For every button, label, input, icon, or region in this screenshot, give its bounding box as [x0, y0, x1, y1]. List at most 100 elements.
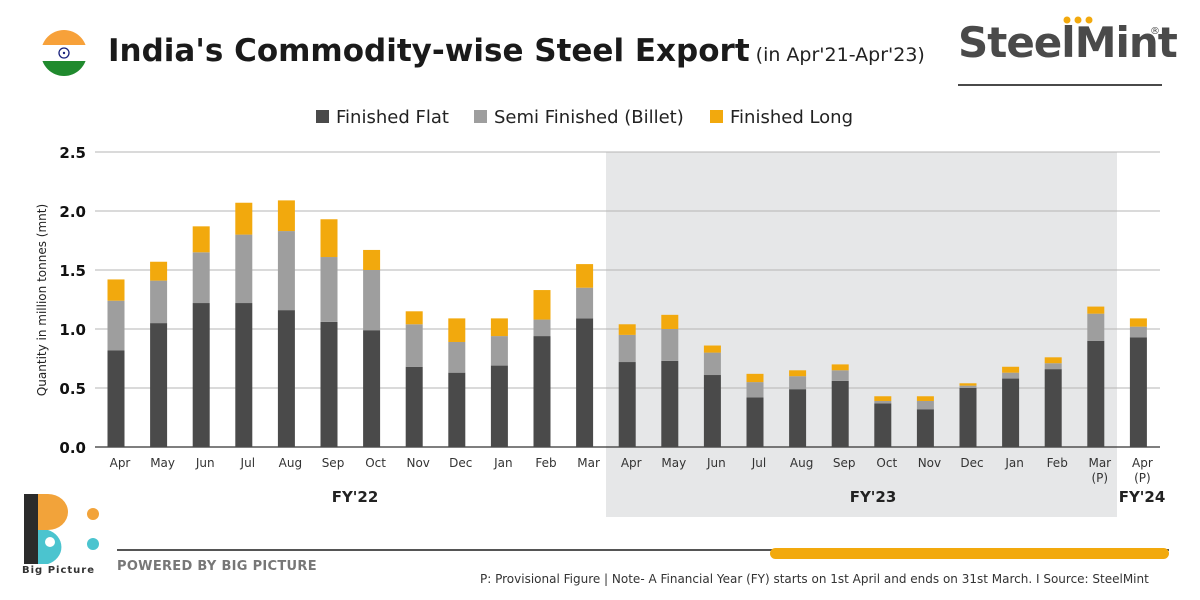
bar-segment — [576, 264, 594, 288]
x-tick-label: Apr — [110, 456, 131, 470]
x-tick-label: May — [150, 456, 175, 470]
y-tick-label: 2.5 — [59, 144, 86, 162]
bar-segment — [1129, 318, 1147, 327]
bar-segment — [618, 362, 636, 447]
x-tick-label: Oct — [876, 456, 897, 470]
bar-segment — [703, 375, 721, 447]
x-axis-ticks: Apr May Jun Jul Aug Sep Oct Nov Dec Jan Feb Mar Apr M… — [110, 456, 1153, 485]
bar-segment — [959, 388, 977, 447]
bar-segment — [277, 310, 295, 447]
legend-label: Finished Long — [730, 107, 853, 128]
x-tick-label: Aug — [279, 456, 302, 470]
bar-segment — [576, 318, 594, 447]
legend-swatch — [316, 110, 329, 123]
bar-segment — [1087, 313, 1105, 341]
big-picture-logo-icon — [24, 494, 99, 564]
brand-logo-dots-icon — [1063, 16, 1093, 24]
fiscal-year-label: FY'24 — [1119, 488, 1166, 506]
x-tick-label: May — [661, 456, 686, 470]
x-tick-label: Dec — [960, 456, 983, 470]
bar-segment — [533, 336, 551, 447]
bar-segment — [150, 280, 168, 324]
bar-segment — [916, 396, 934, 401]
bar-segment — [618, 324, 636, 335]
y-axis-ticks: 0.0 0.5 1.0 1.5 2.0 2.5 — [59, 144, 86, 457]
bar-segment — [661, 329, 679, 361]
india-flag-icon — [41, 30, 87, 76]
x-tick-label: Mar — [577, 456, 600, 470]
bar-segment — [1044, 369, 1062, 447]
bar-segment — [874, 396, 892, 401]
bar-segment — [746, 382, 764, 398]
bar-segment — [746, 397, 764, 447]
bar-segment — [235, 303, 253, 447]
x-tick-label: Jul — [751, 456, 766, 470]
x-tick-label: Jan — [1004, 456, 1024, 470]
x-tick-label: Jan — [493, 456, 513, 470]
big-picture-logo-text: Big Picture — [22, 565, 95, 576]
y-axis-label: Quantity in million tonnes (mnt) — [35, 204, 49, 396]
x-tick-label: Sep — [833, 456, 856, 470]
y-tick-label: 1.0 — [59, 321, 86, 339]
bar-segment — [277, 200, 295, 232]
x-tick-label: Feb — [1047, 456, 1068, 470]
bar-segment — [1087, 306, 1105, 314]
x-tick-label: Aug — [790, 456, 813, 470]
bar-segment — [235, 234, 253, 304]
x-tick-label: Apr (P) — [1132, 456, 1153, 485]
x-tick-label: Oct — [365, 456, 386, 470]
header: India's Commodity-wise Steel Export (in A… — [0, 0, 1200, 90]
bar-segment — [831, 380, 849, 447]
x-tick-label: Sep — [322, 456, 345, 470]
x-tick-label: Nov — [918, 456, 941, 470]
bar-segment — [831, 364, 849, 371]
bar-segment — [789, 376, 807, 390]
bar-segment — [703, 352, 721, 376]
bar-segment — [746, 373, 764, 383]
x-tick-label: Jun — [195, 456, 215, 470]
bar-segment — [107, 279, 125, 301]
bar-segment — [320, 321, 338, 447]
bar-segment — [831, 370, 849, 381]
bar-segment — [150, 261, 168, 281]
bar-segment — [618, 334, 636, 363]
bar-segment — [363, 270, 381, 331]
x-tick-label: Dec — [449, 456, 472, 470]
bar-segment — [1129, 326, 1147, 338]
fiscal-year-label: FY'22 — [332, 488, 379, 506]
x-tick-label: Nov — [406, 456, 429, 470]
bar-segment — [363, 330, 381, 447]
bar-segment — [405, 311, 423, 325]
bar-segment — [235, 202, 253, 235]
fy23-shaded-region — [606, 152, 1117, 517]
page-subtitle: (in Apr'21-Apr'23) — [755, 44, 925, 66]
legend: Finished Flat Semi Finished (Billet) Finis… — [316, 107, 853, 128]
bar-segment — [661, 314, 679, 329]
bar-segment — [1002, 378, 1020, 447]
bar-segment — [405, 366, 423, 447]
brand-registered-mark: ® — [1150, 26, 1160, 37]
legend-label: Finished Flat — [336, 107, 449, 128]
bar-segment — [533, 319, 551, 337]
bar-segment — [661, 360, 679, 447]
y-tick-label: 0.0 — [59, 439, 86, 457]
x-tick-label: Mar (P) — [1088, 456, 1111, 485]
bars — [107, 200, 1147, 447]
bar-segment — [490, 318, 508, 337]
stacked-bar-chart: Finished Flat Semi Finished (Billet) Finis… — [35, 107, 1166, 517]
bar-segment — [448, 372, 466, 447]
bar-segment — [916, 409, 934, 447]
bar-segment — [192, 252, 210, 304]
bar-segment — [789, 370, 807, 377]
footer-rule — [117, 549, 1169, 551]
bar-segment — [490, 365, 508, 447]
y-tick-label: 0.5 — [59, 380, 86, 398]
bar-segment — [320, 257, 338, 322]
bar-segment — [1044, 357, 1062, 364]
bar-segment — [320, 219, 338, 258]
x-tick-label: Feb — [535, 456, 556, 470]
y-tick-label: 1.5 — [59, 262, 86, 280]
bar-segment — [107, 300, 125, 351]
bar-segment — [874, 400, 892, 404]
bar-segment — [448, 341, 466, 373]
